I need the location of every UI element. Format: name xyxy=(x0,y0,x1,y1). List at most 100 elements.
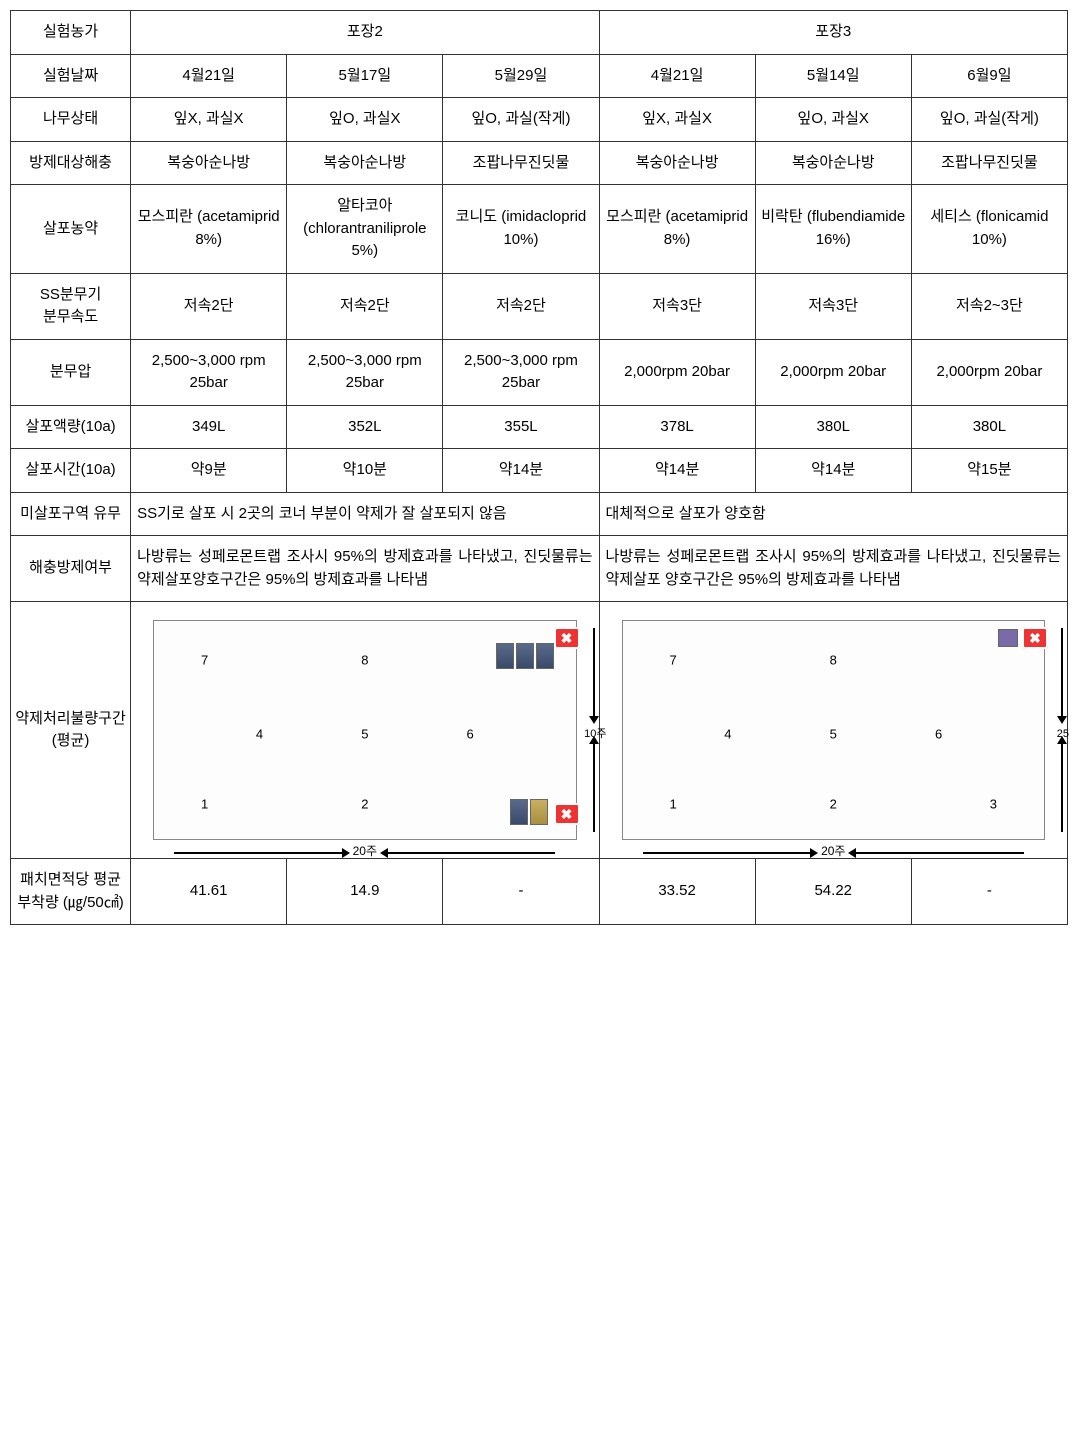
node: 2 xyxy=(361,794,368,814)
arrow-icon xyxy=(643,852,812,854)
plot-diagram-p3: 7 8 ✖ 4 5 6 1 2 3 xyxy=(622,620,1045,840)
cell-pressure: 2,000rpm 20bar xyxy=(599,339,755,405)
farm2-header: 포장2 xyxy=(131,11,599,55)
cell-date: 6월9일 xyxy=(911,54,1067,98)
rowlabel-adhesion: 패치면적당 평균 부착량 (㎍/50㎠) xyxy=(11,859,131,925)
cell-adhesion: 14.9 xyxy=(287,859,443,925)
node: 1 xyxy=(201,794,208,814)
rowlabel-pressure: 분무압 xyxy=(11,339,131,405)
node: 7 xyxy=(669,650,676,670)
node: 7 xyxy=(201,650,208,670)
cell-adhesion: 41.61 xyxy=(131,859,287,925)
cell-tree: 잎O, 과실(작게) xyxy=(443,98,599,142)
table-row: 실험날짜 4월21일 5월17일 5월29일 4월21일 5월14일 6월9일 xyxy=(11,54,1068,98)
table-row: 해충방제여부 나방류는 성페로몬트랩 조사시 95%의 방제효과를 나타냈고, … xyxy=(11,536,1068,602)
x-icon: ✖ xyxy=(554,803,580,825)
cell-date: 4월21일 xyxy=(599,54,755,98)
cell-unsprayed-p3: 대체적으로 살포가 양호함 xyxy=(599,492,1067,536)
arrow-icon xyxy=(1061,742,1063,832)
cell-target: 복숭아순나방 xyxy=(599,141,755,185)
cell-sprayer: 저속2단 xyxy=(443,273,599,339)
node: 8 xyxy=(830,650,837,670)
cell-pesticide: 세티스 (flonicamid 10%) xyxy=(911,185,1067,274)
bottom-label: 20주 xyxy=(821,842,845,860)
cell-pesticide: 모스피란 (acetamiprid 8%) xyxy=(599,185,755,274)
cell-tree: 잎O, 과실X xyxy=(287,98,443,142)
cell-adhesion: - xyxy=(911,859,1067,925)
cell-target: 조팝나무진딧물 xyxy=(911,141,1067,185)
arrow-icon xyxy=(1061,628,1063,718)
arrow-icon xyxy=(593,628,595,718)
table-row: 약제처리불량구간(평균) 7 8 ✖ 4 5 6 1 2 ✖ xyxy=(11,602,1068,859)
node: 4 xyxy=(256,725,263,745)
table-row: 분무압 2,500~3,000 rpm 25bar 2,500~3,000 rp… xyxy=(11,339,1068,405)
cell-sprayer: 저속2~3단 xyxy=(911,273,1067,339)
cell-adhesion: 54.22 xyxy=(755,859,911,925)
cell-pesticide: 알타코아 (chlorantraniliprole 5%) xyxy=(287,185,443,274)
diagram-p3-cell: 7 8 ✖ 4 5 6 1 2 3 20주 25 xyxy=(599,602,1067,859)
arrow-icon xyxy=(386,852,555,854)
node: 5 xyxy=(361,725,368,745)
cell-sprayer: 저속3단 xyxy=(755,273,911,339)
cell-volume: 380L xyxy=(911,405,1067,449)
cell-control-p3: 나방류는 성페로몬트랩 조사시 95%의 방제효과를 나타냈고, 진딧물류는 약… xyxy=(599,536,1067,602)
farm3-header: 포장3 xyxy=(599,11,1067,55)
rowlabel-volume: 살포액량(10a) xyxy=(11,405,131,449)
x-icon: ✖ xyxy=(554,627,580,649)
cell-target: 복숭아순나방 xyxy=(131,141,287,185)
side-label: 25 xyxy=(1057,726,1069,743)
rowlabel-date: 실험날짜 xyxy=(11,54,131,98)
arrow-icon xyxy=(593,742,595,832)
cell-date: 5월29일 xyxy=(443,54,599,98)
side-label: 10주 xyxy=(584,726,606,743)
arrow-icon xyxy=(854,852,1023,854)
table-row: 미살포구역 유무 SS기로 살포 시 2곳의 코너 부분이 약제가 잘 살포되지… xyxy=(11,492,1068,536)
cell-sprayer: 저속2단 xyxy=(287,273,443,339)
cell-pressure: 2,000rpm 20bar xyxy=(911,339,1067,405)
table-row: 방제대상해충 복숭아순나방 복숭아순나방 조팝나무진딧물 복숭아순나방 복숭아순… xyxy=(11,141,1068,185)
node: 6 xyxy=(935,725,942,745)
thumb-icon xyxy=(496,643,514,669)
cell-pressure: 2,000rpm 20bar xyxy=(755,339,911,405)
cell-tree: 잎X, 과실X xyxy=(599,98,755,142)
cell-date: 5월17일 xyxy=(287,54,443,98)
plot-diagram-p2: 7 8 ✖ 4 5 6 1 2 ✖ xyxy=(153,620,576,840)
cell-time: 약10분 xyxy=(287,449,443,493)
diagram-p2-cell: 7 8 ✖ 4 5 6 1 2 ✖ 20주 xyxy=(131,602,599,859)
table-row: 나무상태 잎X, 과실X 잎O, 과실X 잎O, 과실(작게) 잎X, 과실X … xyxy=(11,98,1068,142)
rowlabel-target: 방제대상해충 xyxy=(11,141,131,185)
node: 1 xyxy=(669,794,676,814)
cell-target: 조팝나무진딧물 xyxy=(443,141,599,185)
cell-pressure: 2,500~3,000 rpm 25bar xyxy=(443,339,599,405)
cell-pressure: 2,500~3,000 rpm 25bar xyxy=(131,339,287,405)
cell-time: 약9분 xyxy=(131,449,287,493)
node: 2 xyxy=(830,794,837,814)
cell-tree: 잎O, 과실(작게) xyxy=(911,98,1067,142)
cell-pressure: 2,500~3,000 rpm 25bar xyxy=(287,339,443,405)
cell-time: 약14분 xyxy=(599,449,755,493)
cell-target: 복숭아순나방 xyxy=(755,141,911,185)
table-row: SS분무기 분무속도 저속2단 저속2단 저속2단 저속3단 저속3단 저속2~… xyxy=(11,273,1068,339)
cell-unsprayed-p2: SS기로 살포 시 2곳의 코너 부분이 약제가 잘 살포되지 않음 xyxy=(131,492,599,536)
table-row: 실험농가 포장2 포장3 xyxy=(11,11,1068,55)
thumb-icon xyxy=(536,643,554,669)
rowlabel-pesticide: 살포농약 xyxy=(11,185,131,274)
node: 5 xyxy=(830,725,837,745)
cell-tree: 잎X, 과실X xyxy=(131,98,287,142)
table-row: 살포농약 모스피란 (acetamiprid 8%) 알타코아 (chloran… xyxy=(11,185,1068,274)
cell-volume: 349L xyxy=(131,405,287,449)
cell-sprayer: 저속3단 xyxy=(599,273,755,339)
thumb-icon xyxy=(998,629,1018,647)
thumb-icon xyxy=(530,799,548,825)
rowlabel-unsprayed: 미살포구역 유무 xyxy=(11,492,131,536)
cell-target: 복숭아순나방 xyxy=(287,141,443,185)
table-row: 살포액량(10a) 349L 352L 355L 378L 380L 380L xyxy=(11,405,1068,449)
cell-volume: 352L xyxy=(287,405,443,449)
rowlabel-farm: 실험농가 xyxy=(11,11,131,55)
table-row: 살포시간(10a) 약9분 약10분 약14분 약14분 약14분 약15분 xyxy=(11,449,1068,493)
cell-time: 약14분 xyxy=(443,449,599,493)
node: 6 xyxy=(467,725,474,745)
cell-volume: 378L xyxy=(599,405,755,449)
cell-pesticide: 모스피란 (acetamiprid 8%) xyxy=(131,185,287,274)
cell-date: 4월21일 xyxy=(131,54,287,98)
